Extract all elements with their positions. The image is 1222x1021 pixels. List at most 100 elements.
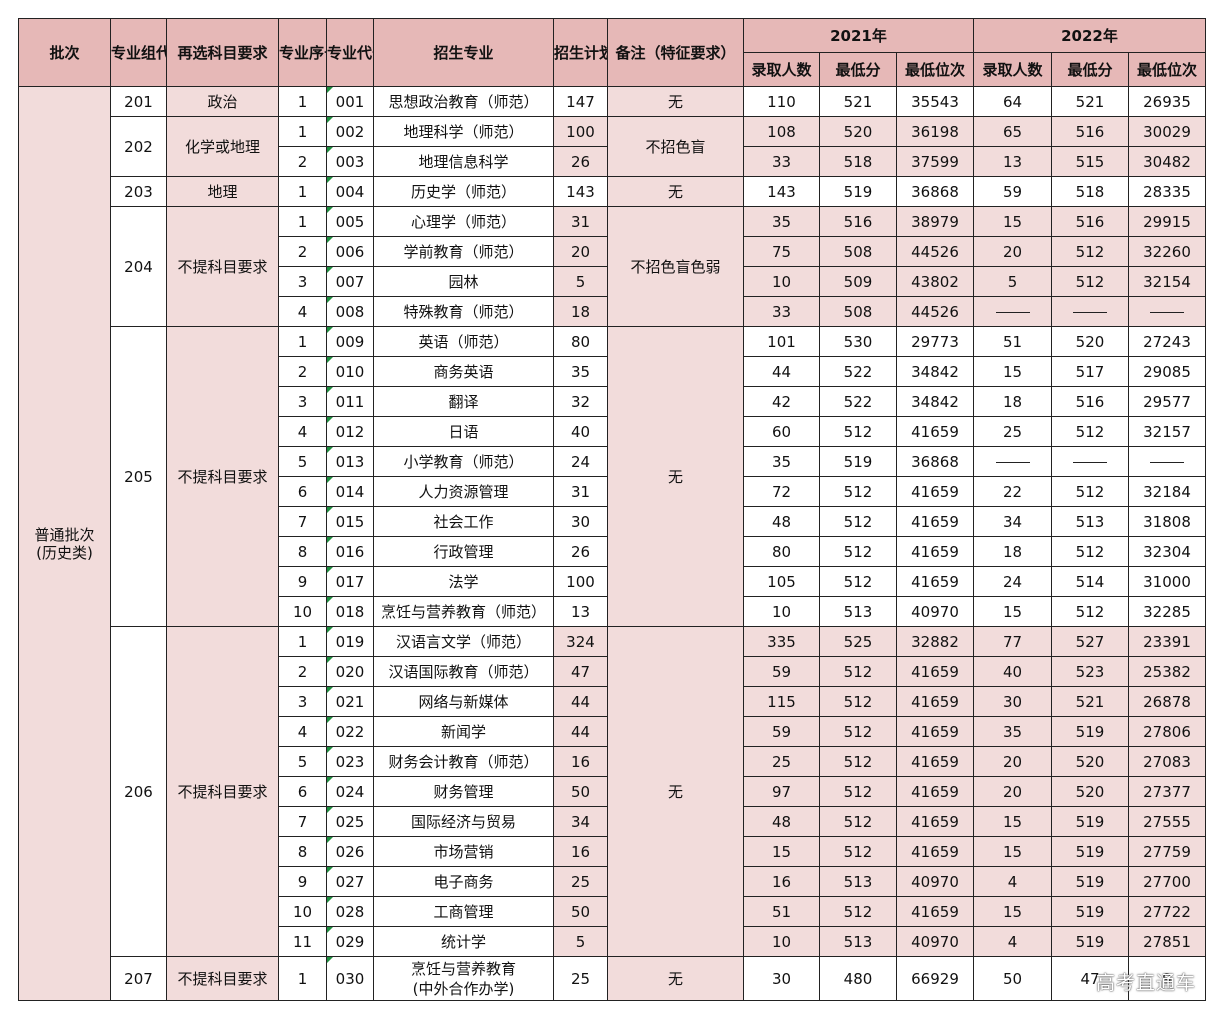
value-cell-s2: 516: [1051, 116, 1129, 147]
major-seq-cell: 4: [278, 716, 327, 747]
major-name-cell: 国际经济与贸易: [373, 806, 554, 837]
major-seq-cell: 1: [278, 626, 327, 657]
value-cell-r2: 32285: [1128, 596, 1206, 627]
value-cell-r1: 41659: [896, 476, 974, 507]
reselect-cell: 不提科目要求: [166, 326, 279, 627]
plan-cell: 18: [553, 296, 608, 327]
table-row: 204 不提科目要求 1 005 心理学（师范） 31 不招色盲色弱 35 516 38979 15…: [19, 206, 1206, 327]
group-code-cell: 207: [110, 956, 167, 1001]
header-admitted-2022: 录取人数: [973, 52, 1052, 87]
note-cell: 无: [607, 86, 744, 117]
value-cell-a2: 15: [973, 896, 1052, 927]
plan-cell: 143: [553, 176, 608, 207]
note-cell: 无: [607, 176, 744, 207]
group-code-cell: 206: [110, 626, 167, 957]
value-cell-r1: 41659: [896, 686, 974, 717]
value-cell-a1: 143: [743, 176, 820, 207]
value-cell-r1: 35543: [896, 86, 974, 117]
value-cell-a2: 18: [973, 386, 1052, 417]
value-cell-s2: 519: [1051, 716, 1129, 747]
table-row: 7 025 国际经济与贸易 34 48 512 41659 15 519 27555: [19, 806, 1206, 837]
major-seq-cell: 1: [278, 86, 327, 117]
value-cell-s2: 519: [1051, 896, 1129, 927]
value-cell-s1: 512: [819, 806, 897, 837]
value-cell-a1: 44: [743, 356, 820, 387]
value-cell-a1: 10: [743, 266, 820, 297]
value-cell-s1: 520: [819, 116, 897, 147]
header-note: 备注（特征要求）: [607, 18, 744, 87]
value-cell-r1: 32882: [896, 626, 974, 657]
value-cell-a2: 22: [973, 476, 1052, 507]
plan-cell: 324: [553, 626, 608, 657]
value-cell-s1: 512: [819, 506, 897, 537]
value-cell-a2: 15: [973, 206, 1052, 237]
value-cell-r2: 27700: [1128, 866, 1206, 897]
value-cell-s2: 523: [1051, 656, 1129, 687]
table-row: 8 016 行政管理 26 80 512 41659 18 512 32304: [19, 536, 1206, 567]
plan-cell: 31: [553, 206, 608, 237]
header-reselect: 再选科目要求: [166, 18, 279, 87]
table-row: 205 不提科目要求 1 009 英语（师范） 80 无 101 530 29773 51 520 27…: [19, 326, 1206, 627]
value-cell-s2: 521: [1051, 86, 1129, 117]
value-cell-s2: 513: [1051, 506, 1129, 537]
value-cell-a2: 77: [973, 626, 1052, 657]
dash-mark: [995, 311, 1030, 313]
value-cell-a2: 59: [973, 176, 1052, 207]
value-cell-s1: 519: [819, 446, 897, 477]
value-cell-a1: 108: [743, 116, 820, 147]
major-code-cell: 018: [326, 596, 374, 627]
major-seq-cell: 3: [278, 686, 327, 717]
value-cell-s2: 512: [1051, 416, 1129, 447]
value-cell-s2: 517: [1051, 356, 1129, 387]
value-cell-r1: 41659: [896, 506, 974, 537]
value-cell-r2: 29577: [1128, 386, 1206, 417]
table-row: 4 012 日语 40 60 512 41659 25 512 32157: [19, 416, 1206, 447]
value-cell-s2: 512: [1051, 266, 1129, 297]
plan-cell: 100: [553, 566, 608, 597]
major-seq-cell: 7: [278, 806, 327, 837]
value-cell-s2: 519: [1051, 926, 1129, 957]
plan-cell: 44: [553, 686, 608, 717]
value-cell-a1: 101: [743, 326, 820, 357]
major-code-cell: 029: [326, 926, 374, 957]
header-min-rank-2021: 最低位次: [896, 52, 974, 87]
table-row: 2 003 地理信息科学 26 33 518 37599 13 515 30482: [19, 146, 1206, 177]
major-code-cell: 009: [326, 326, 374, 357]
major-name-cell: 汉语言文学（师范）: [373, 626, 554, 657]
major-name-cell: 法学: [373, 566, 554, 597]
value-cell-a2: 51: [973, 326, 1052, 357]
value-cell-r2: 9: [1128, 956, 1206, 1001]
major-code-cell: 006: [326, 236, 374, 267]
value-cell-s2: 47: [1051, 956, 1129, 1001]
note-cell: 不招色盲: [607, 116, 744, 177]
value-cell-r1: 41659: [896, 746, 974, 777]
admission-table: 批次 专业组代码 再选科目要求 专业序号 专业代号 招生专业 招生计划 备注（特…: [18, 18, 1206, 1001]
value-cell-r2: 27722: [1128, 896, 1206, 927]
major-name-cell: 人力资源管理: [373, 476, 554, 507]
value-cell-r2: [1128, 296, 1206, 327]
note-cell: 无: [607, 626, 744, 957]
value-cell-r1: 34842: [896, 356, 974, 387]
major-name-cell: 日语: [373, 416, 554, 447]
value-cell-a2: 24: [973, 566, 1052, 597]
value-cell-a1: 51: [743, 896, 820, 927]
value-cell-s2: 520: [1051, 746, 1129, 777]
value-cell-a2: 40: [973, 656, 1052, 687]
value-cell-a1: 25: [743, 746, 820, 777]
plan-cell: 24: [553, 446, 608, 477]
value-cell-r2: 27759: [1128, 836, 1206, 867]
value-cell-r2: 26935: [1128, 86, 1206, 117]
value-cell-s2: 516: [1051, 206, 1129, 237]
value-cell-r2: 32184: [1128, 476, 1206, 507]
plan-cell: 5: [553, 266, 608, 297]
major-code-cell: 007: [326, 266, 374, 297]
value-cell-r2: 29915: [1128, 206, 1206, 237]
value-cell-r1: 37599: [896, 146, 974, 177]
value-cell-r2: 31808: [1128, 506, 1206, 537]
major-seq-cell: 1: [278, 326, 327, 357]
plan-cell: 20: [553, 236, 608, 267]
major-name-cell: 地理科学（师范）: [373, 116, 554, 147]
value-cell-s2: 512: [1051, 476, 1129, 507]
plan-cell: 13: [553, 596, 608, 627]
major-seq-cell: 8: [278, 836, 327, 867]
